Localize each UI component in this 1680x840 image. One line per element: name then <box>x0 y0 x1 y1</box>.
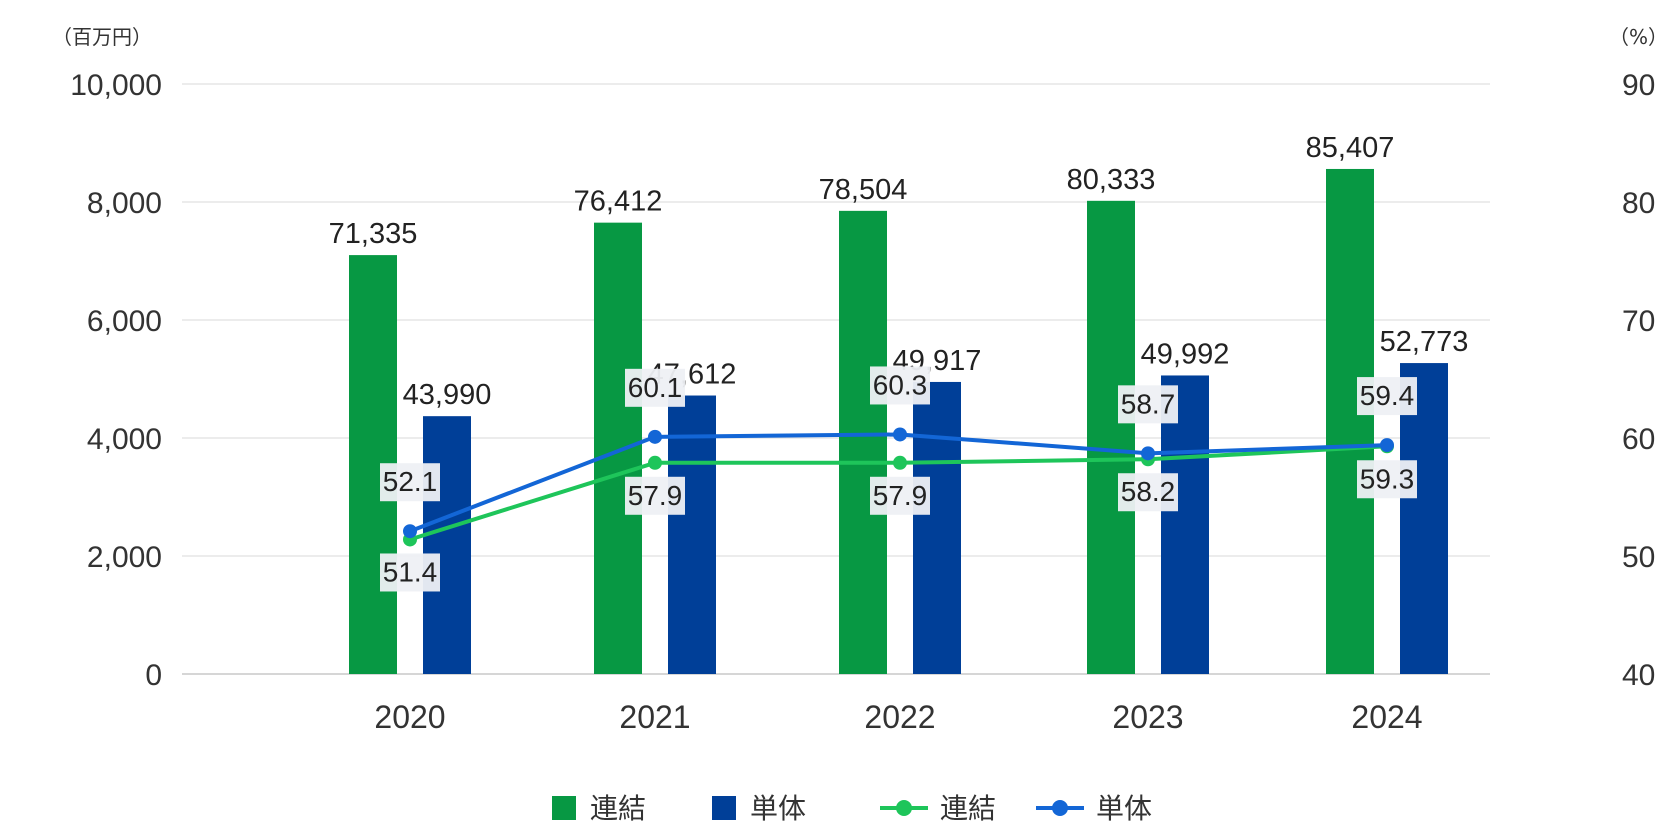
line-value-label-box <box>380 553 440 592</box>
legend-item: 連結 <box>552 792 646 825</box>
line-point-standalone <box>893 427 907 442</box>
y-axis-right: 40 50 60 70 80 90 <box>1622 69 1655 692</box>
legend-item: 単体 <box>1036 792 1152 825</box>
line-value-label-box <box>625 368 685 407</box>
bar-standalone <box>668 395 716 674</box>
bar-value-label: 85,407 <box>1306 132 1395 164</box>
legend-swatch <box>552 796 576 820</box>
line-point-standalone <box>1380 438 1394 453</box>
line-value-label: 60.3 <box>873 369 928 400</box>
legend-item: 単体 <box>712 792 806 825</box>
y-left-tick-label: 2,000 <box>87 541 162 574</box>
legend-label: 連結 <box>590 792 646 825</box>
line-value-label-group: 59.3 <box>1357 460 1417 499</box>
y-left-tick-label: 0 <box>145 659 162 692</box>
bar-standalone <box>423 416 471 674</box>
y-right-tick-label: 70 <box>1622 305 1655 338</box>
bar-value-label: 49,992 <box>1141 338 1230 370</box>
line-point-standalone <box>403 524 417 539</box>
x-tick-label: 2020 <box>374 699 445 735</box>
y-left-tick-label: 8,000 <box>87 187 162 220</box>
line-value-label-box <box>1357 460 1417 499</box>
bar-standalone <box>1161 375 1209 674</box>
line-value-label: 57.9 <box>628 480 683 511</box>
line-value-label-box <box>1118 473 1178 512</box>
y-right-tick-label: 80 <box>1622 187 1655 220</box>
line-value-label-group: 59.4 <box>1357 377 1417 416</box>
line-value-label: 59.4 <box>1360 380 1415 411</box>
line-point-consolidated <box>648 455 662 470</box>
bar-consolidated <box>839 210 887 674</box>
line-value-label-group: 60.3 <box>870 366 930 405</box>
lines <box>403 427 1394 547</box>
legend-label: 単体 <box>1096 792 1152 825</box>
line-point-standalone <box>648 429 662 444</box>
y-axis-right-unit: （%） <box>1609 25 1668 49</box>
y-right-tick-label: 40 <box>1622 659 1655 692</box>
y-left-tick-label: 4,000 <box>87 423 162 456</box>
line-value-label: 51.4 <box>383 556 438 587</box>
bar-value-label: 43,990 <box>403 379 492 411</box>
bar-standalone <box>913 381 961 674</box>
legend: 連結 単体 連結 単体 <box>552 792 1152 825</box>
bar-value-label: 78,504 <box>819 174 908 206</box>
y-right-tick-label: 60 <box>1622 423 1655 456</box>
line-value-label-box <box>380 463 440 502</box>
bar-consolidated <box>594 222 642 674</box>
legend-marker <box>896 800 912 816</box>
legend-item: 連結 <box>880 792 996 825</box>
x-axis: 2020 2021 2022 2023 2024 <box>374 699 1422 735</box>
line-value-label: 58.7 <box>1121 388 1176 419</box>
y-axis-left: 0 2,000 4,000 6,000 8,000 10,000 <box>70 69 162 692</box>
legend-label: 連結 <box>940 792 996 825</box>
y-left-tick-label: 6,000 <box>87 305 162 338</box>
x-tick-label: 2023 <box>1112 699 1183 735</box>
legend-marker <box>1052 800 1068 816</box>
line-value-label-group: 57.9 <box>870 476 930 515</box>
y-left-tick-label: 10,000 <box>70 69 162 102</box>
y-right-tick-label: 90 <box>1622 69 1655 102</box>
y-right-tick-label: 50 <box>1622 541 1655 574</box>
legend-swatch <box>712 796 736 820</box>
line-value-label-box <box>870 366 930 405</box>
y-axis-left-unit: （百万円） <box>52 25 152 49</box>
line-value-label: 58.2 <box>1121 476 1176 507</box>
x-tick-label: 2024 <box>1351 699 1422 735</box>
bar-value-label: 76,412 <box>574 186 663 218</box>
bar-consolidated <box>1087 200 1135 674</box>
bar-value-label: 52,773 <box>1380 326 1469 358</box>
line-value-label-group: 60.1 <box>625 368 685 407</box>
line-value-label: 52.1 <box>383 466 438 497</box>
legend-label: 単体 <box>750 792 806 825</box>
line-value-label-box <box>1118 385 1178 424</box>
line-point-standalone <box>1141 446 1155 461</box>
line-value-label-group: 52.1 <box>380 463 440 502</box>
bar-value-label: 71,335 <box>329 218 418 250</box>
line-value-label-box <box>1357 377 1417 416</box>
line-value-label-box <box>625 476 685 515</box>
bar-value-label: 80,333 <box>1067 164 1156 196</box>
line-value-label-group: 58.2 <box>1118 473 1178 512</box>
line-value-label-group: 57.9 <box>625 476 685 515</box>
line-value-label: 59.3 <box>1360 463 1415 494</box>
line-value-label-group: 51.4 <box>380 553 440 592</box>
line-value-label-box <box>870 476 930 515</box>
line-point-consolidated <box>893 455 907 470</box>
line-value-label: 60.1 <box>628 372 683 403</box>
x-tick-label: 2021 <box>619 699 690 735</box>
x-tick-label: 2022 <box>864 699 935 735</box>
bars <box>349 168 1448 674</box>
line-value-label: 57.9 <box>873 480 928 511</box>
bar-consolidated <box>1326 168 1374 674</box>
line-value-label-group: 58.7 <box>1118 385 1178 424</box>
